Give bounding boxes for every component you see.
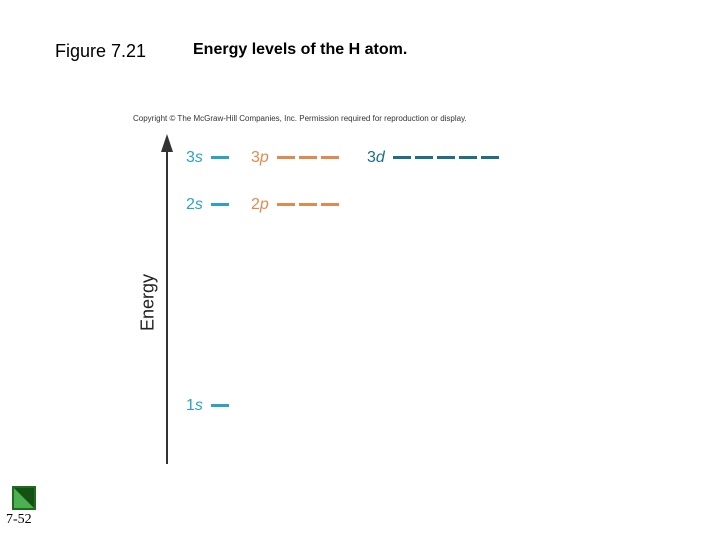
orbital-3s-1 xyxy=(211,156,230,160)
level-2s-l: s xyxy=(194,196,203,213)
orbital-3d-3 xyxy=(437,156,456,160)
orbital-3d-5 xyxy=(481,156,500,160)
orbital-2s-1 xyxy=(211,203,230,207)
level-3d: 3d xyxy=(367,148,500,168)
energy-axis-label: Energy xyxy=(137,273,158,332)
level-3s: 3s xyxy=(186,148,230,168)
green-nav-triangle-icon[interactable] xyxy=(12,486,36,510)
level-2s-n: 2 xyxy=(186,196,195,213)
level-2s: 2s xyxy=(186,195,230,215)
orbital-2p-2 xyxy=(299,203,318,207)
level-3s-l: s xyxy=(194,149,203,166)
level-3p-l: p xyxy=(259,149,269,166)
figure-title: Energy levels of the H atom. xyxy=(193,41,408,58)
figure-label: Figure 7.21 xyxy=(55,41,147,61)
orbital-1s-1 xyxy=(211,404,230,408)
orbital-3p-3 xyxy=(321,156,340,160)
level-3s-n: 3 xyxy=(186,149,195,166)
orbital-2p-1 xyxy=(277,203,296,207)
orbital-2p-3 xyxy=(321,203,340,207)
level-2p-l: p xyxy=(259,196,269,213)
level-2p-n: 2 xyxy=(251,196,260,213)
level-3p: 3p xyxy=(251,148,340,168)
copyright-notice: Copyright © The McGraw-Hill Companies, I… xyxy=(133,114,467,123)
level-3d-l: d xyxy=(375,149,385,166)
orbital-3p-2 xyxy=(299,156,318,160)
orbital-3d-2 xyxy=(415,156,434,160)
orbital-3p-1 xyxy=(277,156,296,160)
level-1s-l: s xyxy=(194,397,203,414)
orbital-3d-1 xyxy=(393,156,412,160)
level-3d-n: 3 xyxy=(367,149,376,166)
nav-triangle-shape xyxy=(14,488,34,508)
level-3p-n: 3 xyxy=(251,149,260,166)
level-2p: 2p xyxy=(251,195,340,215)
orbital-3d-4 xyxy=(459,156,478,160)
level-1s-n: 1 xyxy=(186,397,195,414)
level-1s: 1s xyxy=(186,396,230,416)
slide-number: 7-52 xyxy=(6,512,32,527)
energy-axis xyxy=(161,134,173,464)
